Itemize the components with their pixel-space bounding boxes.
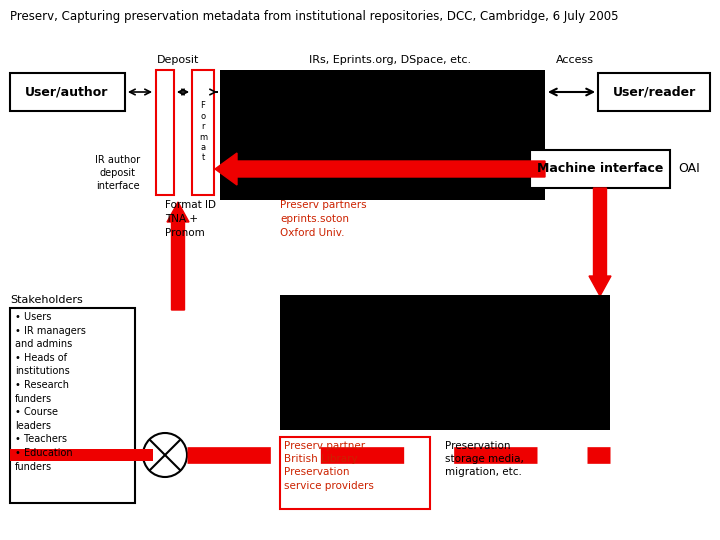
Bar: [192, 70, 214, 195]
Text: Preservation
storage media,
migration, etc.: Preservation storage media, migration, e…: [445, 441, 524, 477]
Bar: [220, 70, 545, 200]
Bar: [156, 70, 174, 195]
Text: User/author: User/author: [25, 85, 109, 98]
Bar: [598, 73, 710, 111]
Text: Machine interface: Machine interface: [537, 163, 663, 176]
Text: Preserv, Capturing preservation metadata from institutional repositories, DCC, C: Preserv, Capturing preservation metadata…: [10, 10, 618, 23]
Text: • Users
• IR managers
and admins
• Heads of
institutions
• Research
funders
• Co: • Users • IR managers and admins • Heads…: [15, 312, 86, 471]
Text: IRs, Eprints.org, DSpace, etc.: IRs, Eprints.org, DSpace, etc.: [309, 55, 471, 65]
Circle shape: [143, 433, 187, 477]
Text: Format ID
TNA +
Pronom: Format ID TNA + Pronom: [165, 200, 216, 238]
FancyArrow shape: [167, 202, 189, 310]
FancyArrow shape: [589, 188, 611, 296]
Text: Preserv partner
British Library
Preservation
service providers: Preserv partner British Library Preserva…: [284, 441, 374, 491]
Text: Preserv partners
eprints.soton
Oxford Univ.: Preserv partners eprints.soton Oxford Un…: [280, 200, 366, 238]
FancyArrow shape: [215, 153, 545, 185]
Bar: [280, 437, 430, 509]
Bar: [10, 73, 125, 111]
Text: OAI: OAI: [678, 163, 700, 176]
Bar: [530, 150, 670, 188]
Bar: [280, 295, 610, 430]
Bar: [10, 308, 135, 503]
Text: User/reader: User/reader: [613, 85, 696, 98]
Bar: [10, 449, 153, 461]
Text: Deposit: Deposit: [157, 55, 199, 65]
Text: F
o
r
m
a
t: F o r m a t: [199, 102, 207, 163]
Text: IR author
deposit
interface: IR author deposit interface: [96, 155, 140, 191]
Text: Access: Access: [556, 55, 594, 65]
Text: Stakeholders: Stakeholders: [10, 295, 83, 305]
